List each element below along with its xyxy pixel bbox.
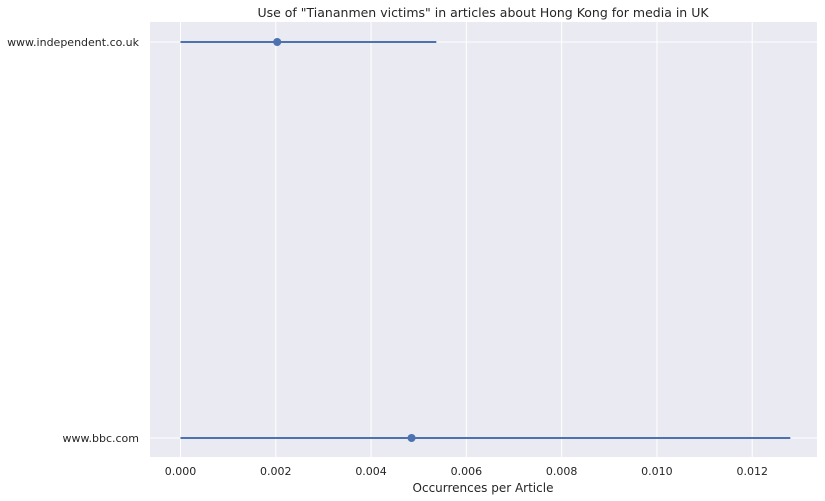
x-tick-label: 0.002: [260, 465, 292, 478]
plot-area: [150, 22, 817, 457]
data-point: [273, 38, 282, 46]
data-point: [407, 434, 416, 442]
y-tick-label: www.independent.co.uk: [7, 36, 140, 49]
y-tick-label: www.bbc.com: [63, 432, 139, 445]
x-tick-label: 0.010: [641, 465, 673, 478]
x-tick-label: 0.004: [355, 465, 387, 478]
tick-labels: 0.000 0.002 0.004 0.006 0.008 0.010 0.012 www.i…: [7, 36, 768, 478]
x-tick-label: 0.000: [165, 465, 197, 478]
x-tick-label: 0.012: [736, 465, 768, 478]
x-tick-label: 0.008: [546, 465, 578, 478]
data-marks: [180, 38, 791, 442]
chart-title: Use of "Tiananmen victims" in articles a…: [257, 5, 709, 20]
x-tick-label: 0.006: [451, 465, 483, 478]
x-axis-label: Occurrences per Article: [413, 481, 554, 495]
